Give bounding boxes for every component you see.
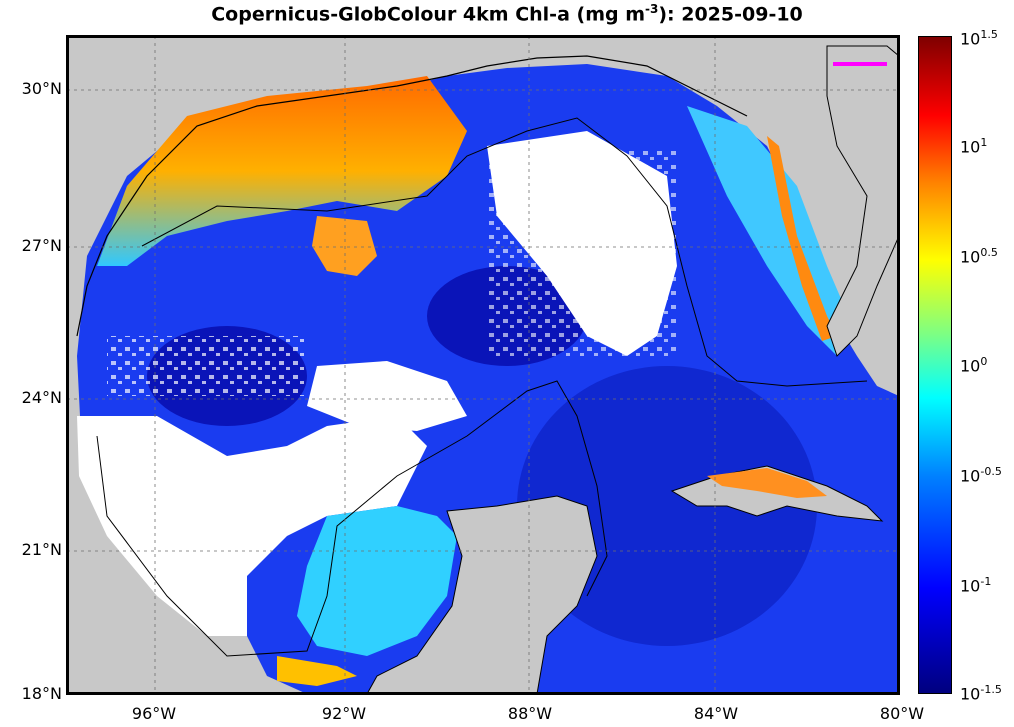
lat-label-21n: 21°N xyxy=(21,540,62,559)
cloud-speckle-west xyxy=(107,336,307,396)
lat-label-27n: 27°N xyxy=(21,236,62,255)
florida-coast-bloom xyxy=(767,136,837,341)
lat-label-18n: 18°N xyxy=(21,684,62,703)
cloud-cover-central xyxy=(307,361,467,431)
eez-boundary-south xyxy=(96,380,608,657)
map-title: Copernicus-GlobColour 4km Chl-a (mg m-3)… xyxy=(211,2,803,26)
colorbar xyxy=(918,36,952,694)
map-panel xyxy=(66,35,900,695)
eez-boundary xyxy=(141,117,868,387)
colorbar-tick-minus-0.5: 10-0.5 xyxy=(960,465,1002,486)
map-border xyxy=(67,36,899,694)
cuba-shelf-bloom xyxy=(707,468,827,498)
lat-label-24n: 24°N xyxy=(21,388,62,407)
colorbar-tick-0: 100 xyxy=(960,355,988,376)
loop-current-eddy xyxy=(312,216,377,276)
northern-coastline xyxy=(76,55,748,337)
colorbar-tick-minus-1.5: 10-1.5 xyxy=(960,683,1002,704)
colorbar-tick-minus-1: 10-1 xyxy=(960,575,992,596)
lon-label-88w: 88°W xyxy=(507,704,553,723)
northern-shelf-bloom xyxy=(97,76,467,266)
colorbar-tick-1.5: 101.5 xyxy=(960,28,998,49)
yucatan-peninsula xyxy=(366,495,598,695)
lat-label-30n: 30°N xyxy=(21,79,62,98)
cloud-cover-south xyxy=(77,416,427,636)
chlorophyll-map xyxy=(67,36,900,695)
lon-label-80w: 80°W xyxy=(879,704,925,723)
colorbar-tick-0.5: 100.5 xyxy=(960,246,998,267)
lon-label-92w: 92°W xyxy=(321,704,367,723)
lon-label-84w: 84°W xyxy=(693,704,739,723)
campeche-shelf xyxy=(297,506,457,656)
caribbean-water xyxy=(517,366,817,646)
colorbar-tick-1: 101 xyxy=(960,136,988,157)
graticule xyxy=(67,36,899,694)
lon-label-96w: 96°W xyxy=(131,704,177,723)
cloud-speckle xyxy=(487,146,677,356)
campeche-bloom xyxy=(277,656,357,686)
